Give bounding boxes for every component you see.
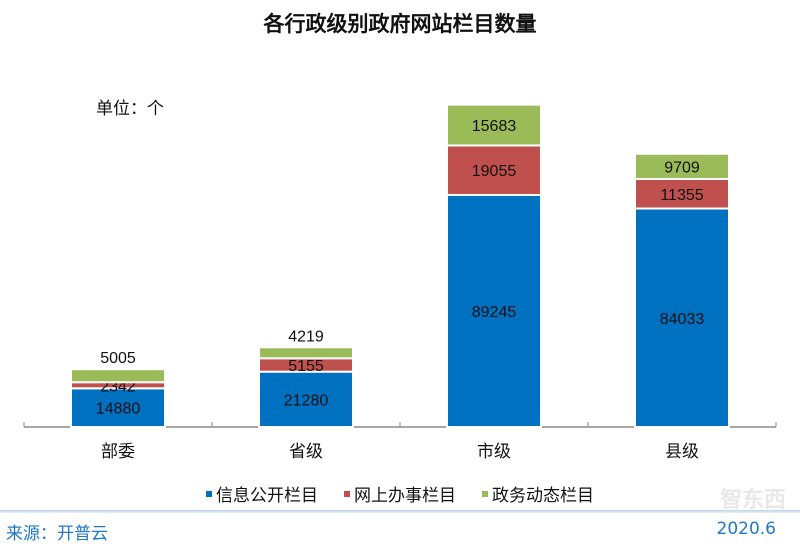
data-label: 89245 [472, 304, 517, 321]
data-label: 14880 [96, 401, 141, 418]
data-label: 19055 [472, 163, 517, 180]
bar-2-2 [446, 103, 542, 147]
divider [0, 510, 800, 513]
bar-2-3 [634, 152, 730, 180]
legend-item: 信息公开栏目 [206, 481, 318, 506]
data-label: 84033 [660, 311, 705, 328]
legend: 信息公开栏目 网上办事栏目 政务动态栏目 [0, 481, 800, 506]
x-tick-label: 省级 [289, 442, 323, 462]
legend-label: 政务动态栏目 [492, 486, 594, 506]
source-label: 来源：开普云 [6, 524, 108, 544]
bar-0-3 [634, 207, 730, 428]
x-tick-label: 县级 [665, 442, 699, 462]
plot-area: 1488023425005部委2128051554219省级8924519055… [23, 103, 777, 462]
bar-1-2 [446, 144, 542, 196]
chart-title: 各行政级别政府网站栏目数量 [263, 12, 537, 36]
data-label: 21280 [284, 392, 329, 409]
data-label: 9709 [664, 159, 700, 176]
data-label: 4219 [288, 328, 324, 345]
data-label: 11355 [660, 187, 703, 204]
x-tick-label: 部委 [101, 442, 135, 462]
data-label: 5005 [100, 350, 136, 367]
legend-swatch [482, 490, 488, 497]
unit-label: 单位：个 [96, 99, 164, 119]
data-label: 15683 [472, 118, 517, 135]
x-tick-label: 市级 [477, 442, 511, 462]
bar-0-0 [70, 387, 166, 429]
legend-label: 信息公开栏目 [216, 486, 318, 506]
data-label: 5155 [288, 358, 324, 375]
legend-swatch [206, 490, 212, 497]
legend-item: 网上办事栏目 [344, 481, 456, 506]
date-label: 2020.6 [716, 519, 776, 539]
legend-label: 网上办事栏目 [354, 486, 456, 506]
legend-swatch [344, 490, 350, 497]
bar-2-1 [258, 346, 354, 360]
legend-item: 政务动态栏目 [482, 481, 594, 506]
bar-2-0 [70, 368, 166, 384]
bar-0-1 [258, 370, 354, 428]
bar-0-2 [446, 193, 542, 428]
watermark-logo: 智东西 [719, 488, 786, 513]
